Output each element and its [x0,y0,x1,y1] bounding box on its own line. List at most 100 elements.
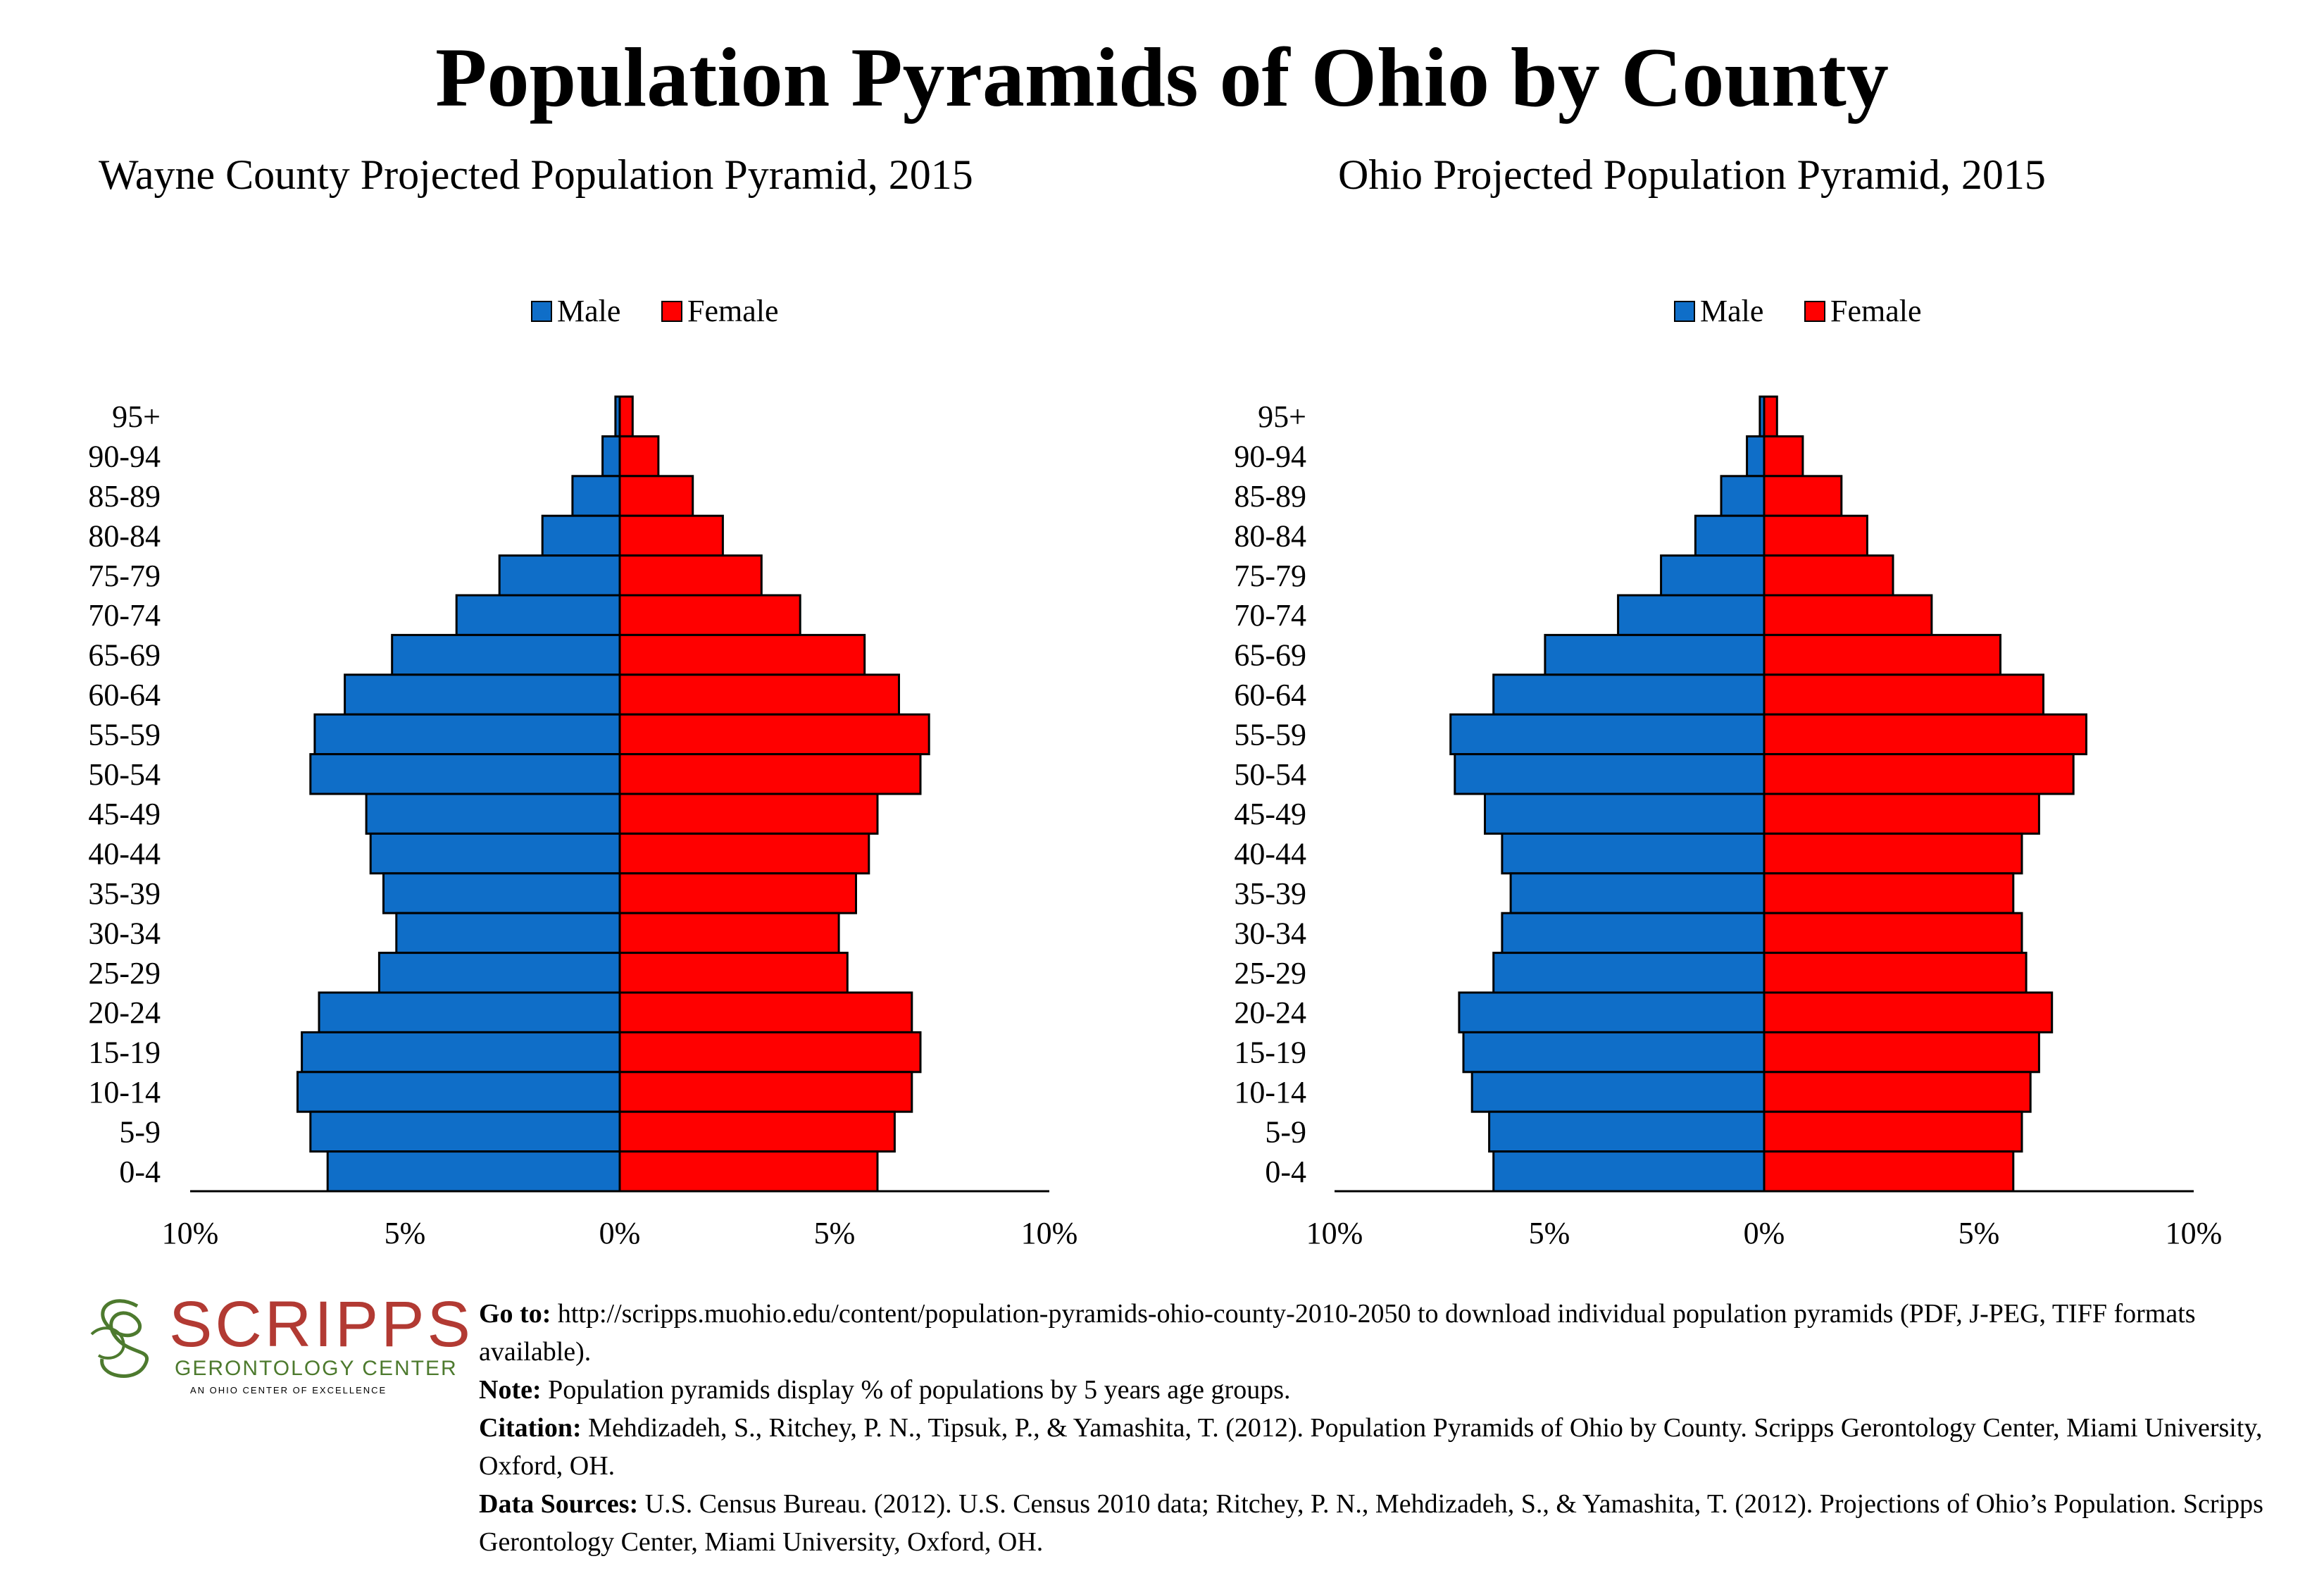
chart-title: Ohio Projected Population Pyramid, 2015 [1338,151,2046,198]
bar-female [618,673,900,716]
bar-male [309,753,621,795]
bar-female [1763,792,2040,835]
age-group-label: 70-74 [1234,598,1306,633]
legend-label-female: Female [687,294,779,328]
age-group-label: 50-54 [88,757,161,792]
sources-text: U.S. Census Bureau. (2012). U.S. Census … [479,1489,2263,1557]
bar-female [1763,991,2054,1033]
bar-female [618,1071,913,1113]
bar-female [1763,1150,2015,1193]
bar-male [1458,991,1766,1033]
age-group-label: 90-94 [1234,440,1306,474]
age-group-label: 55-59 [88,717,161,752]
bar-male [1501,832,1766,875]
bar-male [1660,554,1766,597]
legend-swatch-male [531,301,552,322]
bar-male [601,435,621,478]
age-group-label: 65-69 [88,638,161,673]
age-group-label: 40-44 [1234,837,1306,871]
footer-note: Note: Population pyramids display % of p… [479,1371,2310,1409]
bar-female [618,952,849,994]
footer-citation: Citation: Mehdizadeh, S., Ritchey, P. N.… [479,1409,2310,1485]
age-group-label: 5-9 [1265,1114,1306,1149]
logo-subtitle: GERONTOLOGY CENTER [175,1357,458,1380]
bar-female [618,1031,922,1074]
bar-male [1492,952,1766,994]
age-group-label: 15-19 [1234,1036,1306,1070]
bar-male [1694,514,1766,557]
age-group-label: 35-39 [88,876,161,911]
bar-female [618,991,913,1033]
bar-male [1462,1031,1766,1074]
pyramid-charts: Wayne County Projected Population Pyrami… [88,151,2223,1250]
x-tick-label: 5% [814,1216,856,1250]
x-tick-label: 5% [1958,1216,2000,1250]
bar-female [618,713,930,756]
bar-male [365,792,621,835]
bar-female [1763,395,1778,437]
bar-male [391,633,621,676]
goto-label: Go to: [479,1299,551,1329]
x-tick-label: 5% [385,1216,426,1250]
x-tick-label: 10% [162,1216,219,1250]
bar-male [1492,673,1766,716]
bar-male [309,1110,621,1153]
age-group-label: 90-94 [88,440,161,474]
x-tick-label: 5% [1529,1216,1570,1250]
bar-male [326,1150,621,1193]
bar-female [1763,912,2023,955]
logo-wordmark: SCRIPPS [169,1288,473,1360]
bar-female [1763,554,1894,597]
bar-male [1617,594,1766,636]
legend-label-female: Female [1830,294,1922,328]
sources-label: Data Sources: [479,1489,639,1519]
bar-male [1746,435,1766,478]
age-group-label: 30-34 [1234,916,1306,950]
bar-female [618,475,694,517]
age-group-label: 30-34 [88,916,161,950]
bar-male [1470,1071,1766,1113]
scripps-swirl-icon [90,1299,149,1378]
bar-male [395,912,621,955]
page-title: Population Pyramids of Ohio by County [435,30,1889,124]
age-group-label: 55-59 [1234,717,1306,752]
age-group-label: 60-64 [1234,678,1306,712]
age-group-label: 60-64 [88,678,161,712]
bar-female [618,514,724,557]
bar-female [1763,832,2023,875]
bar-female [618,1110,896,1153]
age-group-label: 75-79 [1234,559,1306,593]
bar-female [1763,872,2015,914]
age-group-label: 25-29 [88,956,161,990]
note-text: Population pyramids display % of populat… [541,1375,1291,1405]
age-group-label: 35-39 [1234,876,1306,911]
footer-goto: Go to: http://scripps.muohio.edu/content… [479,1295,2310,1371]
bar-male [318,991,621,1033]
bar-female [618,753,922,795]
age-group-label: 75-79 [88,559,161,593]
bar-male [1449,713,1766,756]
bar-female [618,594,801,636]
bar-female [618,633,866,676]
bar-male [1501,912,1766,955]
bar-male [541,514,621,557]
bar-female [618,832,870,875]
bar-male [344,673,621,716]
bar-male [1509,872,1766,914]
x-tick-label: 10% [2166,1216,2223,1250]
bar-female [618,872,857,914]
age-group-label: 45-49 [1234,797,1306,831]
bar-female [1763,753,2075,795]
bar-female [618,554,763,597]
age-group-label: 20-24 [1234,995,1306,1030]
age-group-label: 40-44 [88,837,161,871]
bar-female [1763,435,1804,478]
bar-female [1763,952,2028,994]
age-group-label: 10-14 [1234,1075,1306,1110]
bar-female [1763,1110,2023,1153]
scripps-logo: SCRIPPS GERONTOLOGY CENTER AN OHIO CENTE… [85,1289,470,1402]
bar-male [313,713,621,756]
logo-tagline: AN OHIO CENTER OF EXCELLENCE [190,1385,387,1396]
bar-male [1484,792,1766,835]
legend-swatch-male [1674,301,1695,322]
